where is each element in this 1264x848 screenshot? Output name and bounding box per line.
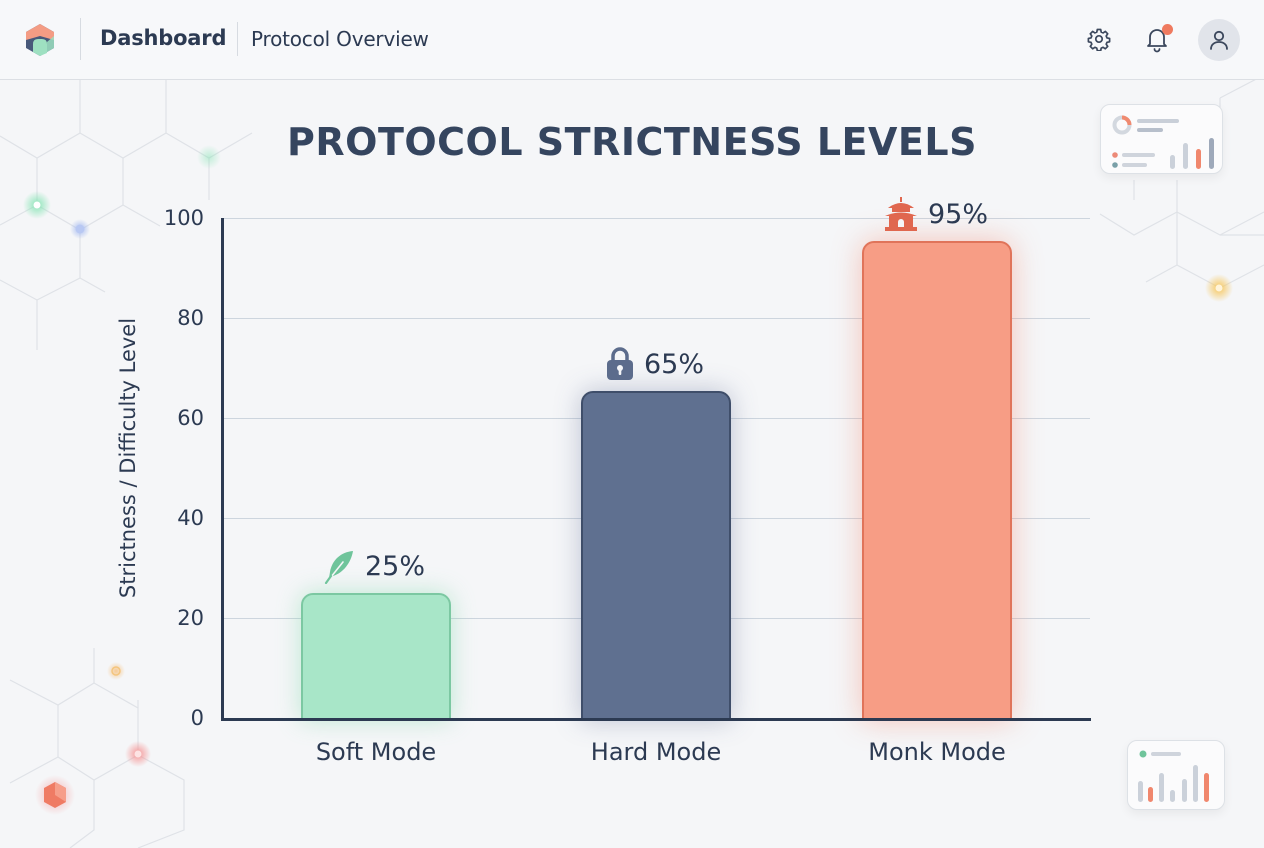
user-icon	[1210, 30, 1228, 50]
notification-badge	[1162, 24, 1173, 35]
header-divider	[80, 18, 81, 60]
breadcrumb-divider	[237, 22, 238, 56]
dashboard-widget-card	[1100, 104, 1223, 174]
y-axis-label: Strictness / Difficulty Level	[116, 317, 140, 599]
y-axis	[221, 218, 224, 721]
feather-icon	[324, 551, 353, 584]
mini-bar-chart-icon	[1138, 750, 1209, 802]
x-axis	[221, 718, 1091, 721]
category-monk-mode: Monk Mode	[868, 738, 1006, 766]
bar-monk-mode[interactable]	[862, 241, 1012, 720]
bell-icon	[1147, 29, 1167, 53]
y-tick-60: 60	[177, 406, 204, 430]
value-text: 95%	[928, 198, 989, 230]
gridline-100	[224, 218, 1090, 219]
lock-icon	[607, 347, 633, 380]
value-text: 65%	[644, 348, 705, 380]
chart-title: PROTOCOL STRICTNESS LEVELS	[287, 120, 977, 164]
value-text: 25%	[365, 550, 426, 582]
y-tick-80: 80	[177, 306, 204, 330]
value-label-hard: 65%	[604, 346, 704, 382]
top-bar: Dashboard Protocol Overview	[0, 0, 1264, 80]
settings-button[interactable]	[1082, 22, 1116, 56]
category-hard-mode: Hard Mode	[590, 738, 722, 766]
background-hex-pattern	[0, 80, 1264, 848]
value-label-soft: 25%	[323, 548, 425, 584]
bar-soft-mode[interactable]	[301, 593, 451, 720]
notifications-button[interactable]	[1138, 22, 1176, 56]
y-tick-100: 100	[163, 206, 204, 230]
bar-hard-mode[interactable]	[581, 391, 731, 720]
temple-icon	[885, 197, 917, 231]
y-tick-40: 40	[177, 506, 204, 530]
y-tick-20: 20	[177, 606, 204, 630]
breadcrumb-protocol-overview[interactable]: Protocol Overview	[251, 27, 429, 51]
value-label-monk: 95%	[882, 196, 988, 232]
breadcrumb-dashboard[interactable]: Dashboard	[100, 26, 227, 50]
mini-dashboard-icon	[1112, 115, 1214, 169]
gridline-80	[224, 318, 1090, 319]
hexagon-logo-icon[interactable]	[22, 22, 58, 58]
category-soft-mode: Soft Mode	[315, 738, 437, 766]
bar-chart-widget-card	[1127, 740, 1225, 810]
user-avatar-button[interactable]	[1198, 19, 1240, 61]
y-tick-0: 0	[190, 706, 204, 730]
gear-icon	[1087, 28, 1111, 51]
